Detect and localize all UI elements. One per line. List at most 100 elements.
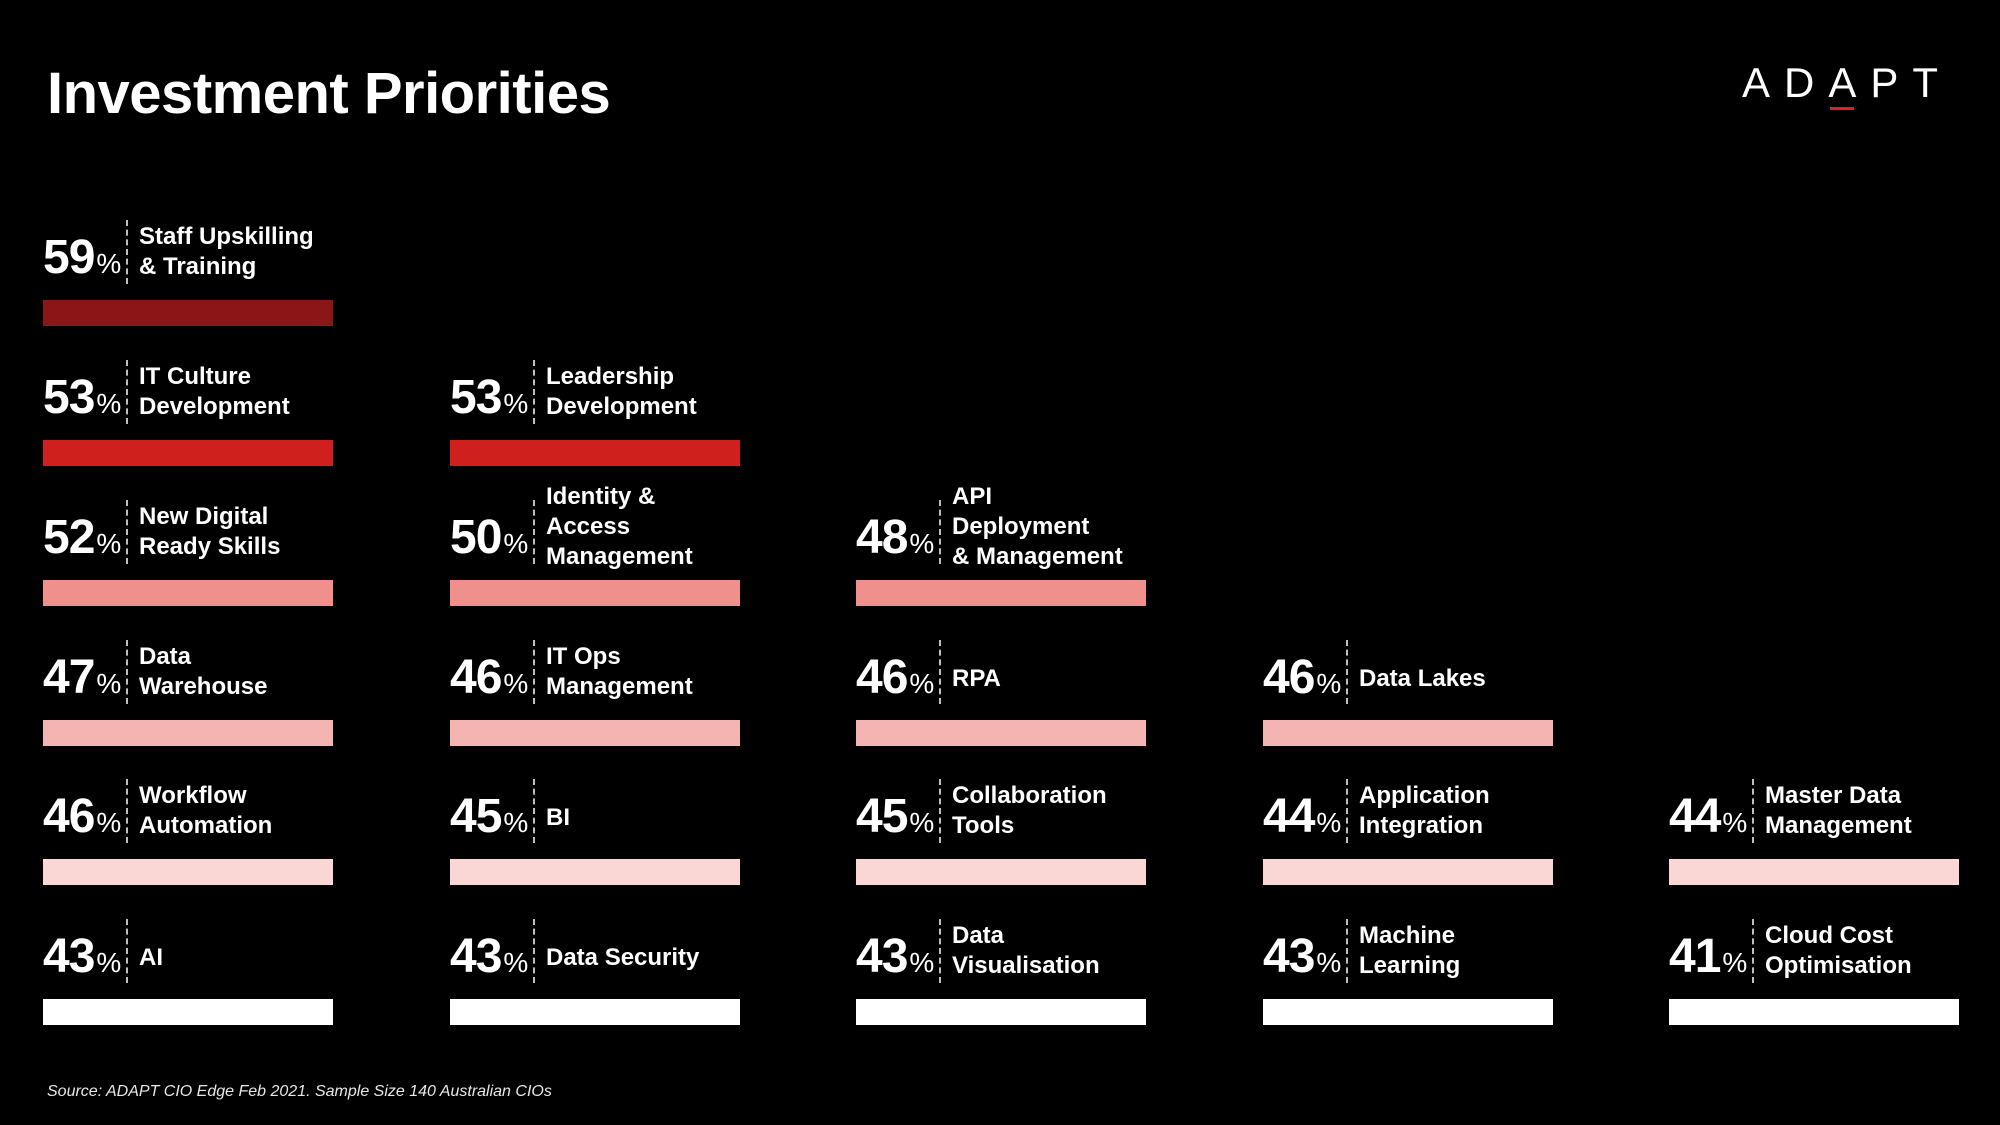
priority-value-number: 53 xyxy=(43,371,95,424)
priority-label: Leadership Development xyxy=(546,363,697,420)
priority-item: 45% Collaboration Tools xyxy=(856,769,1146,885)
priority-value-number: 50 xyxy=(450,511,502,564)
dashed-divider xyxy=(939,640,941,704)
priority-value-number: 44 xyxy=(1669,790,1721,843)
percent-sign: % xyxy=(1316,807,1342,838)
percent-sign: % xyxy=(1316,668,1342,699)
dashed-divider xyxy=(126,220,128,284)
dashed-divider xyxy=(533,919,535,983)
priority-value: 43% xyxy=(856,933,934,981)
page-title: Investment Priorities xyxy=(47,61,611,126)
priority-value: 53% xyxy=(450,374,528,422)
dashed-divider xyxy=(126,360,128,424)
priority-bar xyxy=(450,999,740,1025)
percent-sign: % xyxy=(96,528,122,559)
dashed-divider xyxy=(939,919,941,983)
priority-bar xyxy=(450,580,740,606)
priority-bar xyxy=(856,859,1146,885)
priority-item: 43% Data Security xyxy=(450,909,740,1025)
priority-item: 46% IT Ops Management xyxy=(450,630,740,746)
priority-label: IT Culture Development xyxy=(139,363,290,420)
priority-value-number: 45 xyxy=(856,790,908,843)
priority-bar xyxy=(856,999,1146,1025)
priority-item: 50% Identity & Access Management xyxy=(450,483,740,606)
priority-value: 53% xyxy=(43,374,121,422)
percent-sign: % xyxy=(1316,947,1342,978)
priority-label: Application Integration xyxy=(1359,782,1490,839)
dashed-divider xyxy=(126,779,128,843)
percent-sign: % xyxy=(503,388,529,419)
source-note: Source: ADAPT CIO Edge Feb 2021. Sample … xyxy=(47,1083,552,1100)
dashed-divider xyxy=(533,640,535,704)
priority-item: 46% RPA xyxy=(856,630,1146,746)
dashed-divider xyxy=(126,640,128,704)
priority-item: 41% Cloud Cost Optimisation xyxy=(1669,909,1959,1025)
priority-label: RPA xyxy=(952,665,1001,692)
priority-bar xyxy=(450,720,740,746)
priority-item: 43% Data Visualisation xyxy=(856,909,1146,1025)
priority-label: Collaboration Tools xyxy=(952,782,1107,839)
priority-item: 53% IT Culture Development xyxy=(43,350,333,466)
percent-sign: % xyxy=(503,807,529,838)
priority-label: Data Visualisation xyxy=(952,922,1100,979)
priority-item: 44% Application Integration xyxy=(1263,769,1553,885)
priority-bar xyxy=(856,720,1146,746)
percent-sign: % xyxy=(1722,807,1748,838)
priority-value: 43% xyxy=(450,933,528,981)
logo-text-pre: AD xyxy=(1741,59,1829,106)
percent-sign: % xyxy=(503,668,529,699)
dashed-divider xyxy=(939,779,941,843)
priority-bar xyxy=(1669,999,1959,1025)
priority-item: 52% New Digital Ready Skills xyxy=(43,490,333,606)
priority-bar xyxy=(43,720,333,746)
percent-sign: % xyxy=(909,807,935,838)
priority-bar xyxy=(450,859,740,885)
dashed-divider xyxy=(1346,640,1348,704)
priority-value-number: 53 xyxy=(450,371,502,424)
priority-label: API Deployment & Management xyxy=(952,483,1123,570)
priority-value: 46% xyxy=(856,654,934,702)
priority-bar xyxy=(1263,720,1553,746)
priority-item: 53% Leadership Development xyxy=(450,350,740,466)
priority-bar xyxy=(1263,859,1553,885)
priority-bar xyxy=(43,440,333,466)
dashed-divider xyxy=(533,779,535,843)
percent-sign: % xyxy=(96,947,122,978)
priority-label: Master Data Management xyxy=(1765,782,1912,839)
priority-label: Cloud Cost Optimisation xyxy=(1765,922,1912,979)
priority-value-number: 46 xyxy=(1263,651,1315,704)
priority-value: 43% xyxy=(43,933,121,981)
priority-value-number: 52 xyxy=(43,511,95,564)
percent-sign: % xyxy=(909,947,935,978)
priority-value-number: 46 xyxy=(450,651,502,704)
adapt-logo: AD A PT xyxy=(1741,59,1952,110)
priority-label: Data Security xyxy=(546,944,700,971)
priority-value-number: 47 xyxy=(43,651,95,704)
percent-sign: % xyxy=(909,668,935,699)
priority-item: 43% AI xyxy=(43,909,333,1025)
dashed-divider xyxy=(1752,919,1754,983)
priority-label: AI xyxy=(139,944,163,971)
priority-value-number: 43 xyxy=(856,930,908,983)
priority-label: Machine Learning xyxy=(1359,922,1461,979)
priority-value: 45% xyxy=(450,793,528,841)
priority-bar xyxy=(450,440,740,466)
priority-bar xyxy=(43,859,333,885)
priority-value: 59% xyxy=(43,234,121,282)
priority-value: 46% xyxy=(450,654,528,702)
percent-sign: % xyxy=(96,248,122,279)
priority-label: New Digital Ready Skills xyxy=(139,503,281,560)
priority-value: 44% xyxy=(1669,793,1747,841)
priority-value: 41% xyxy=(1669,933,1747,981)
priority-label: Workflow Automation xyxy=(139,782,273,839)
priority-bar xyxy=(1263,999,1553,1025)
priority-value-number: 43 xyxy=(450,930,502,983)
priority-value: 44% xyxy=(1263,793,1341,841)
priority-value: 46% xyxy=(1263,654,1341,702)
priority-value-number: 45 xyxy=(450,790,502,843)
priority-item: 46% Workflow Automation xyxy=(43,769,333,885)
priority-label: Data Lakes xyxy=(1359,665,1486,692)
dashed-divider xyxy=(126,919,128,983)
dashed-divider xyxy=(1346,919,1348,983)
priority-bar xyxy=(43,999,333,1025)
